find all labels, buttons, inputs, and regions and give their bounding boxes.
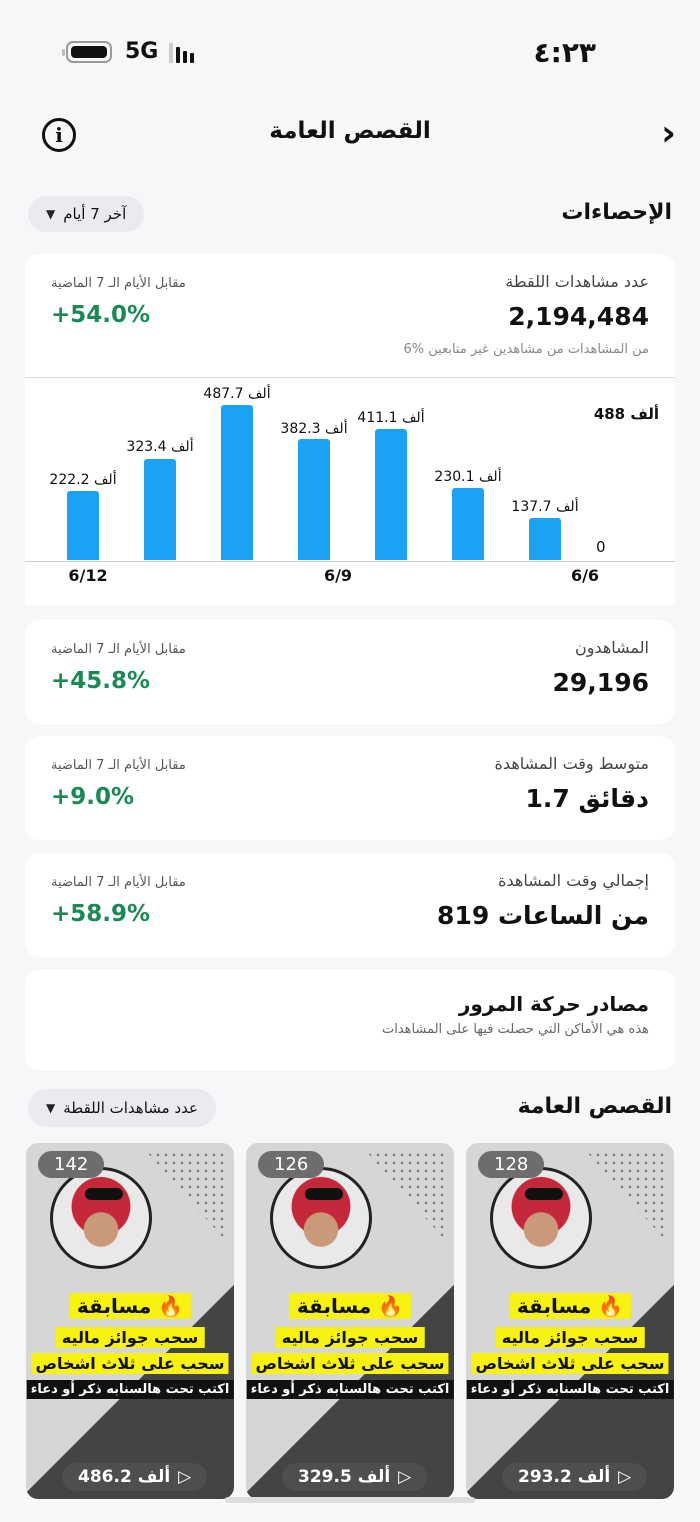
metric-value: 819 من الساعات — [437, 901, 649, 930]
info-icon[interactable]: i — [42, 118, 76, 152]
back-chevron-icon[interactable]: › — [661, 113, 676, 154]
views-badge: 329.5 ألف ▷ — [282, 1463, 428, 1491]
views-count: 329.5 ألف — [298, 1467, 391, 1487]
change-percent: +58.9% — [51, 901, 151, 927]
story-thumbnail[interactable]: 126 مسابقة 🔥 سحب جوائز ماليه سحب على ثلا… — [246, 1143, 454, 1499]
stories-grid: 142 مسابقة 🔥 سحب جوائز ماليه سحب على ثلا… — [0, 1143, 700, 1503]
play-icon: ▷ — [398, 1467, 412, 1487]
story-text: سحب جوائز ماليه — [55, 1327, 205, 1348]
change-percent: +45.8% — [51, 668, 151, 694]
x-tick: 6/9 — [323, 566, 353, 585]
clock: ٤:٢٣ — [533, 36, 596, 69]
compare-label: مقابل الأيام الـ 7 الماضية — [51, 276, 186, 291]
nav-bar: i القصص العامة › — [0, 110, 700, 160]
story-text: اكتب تحت هالسنابه ذكر أو دعاء — [466, 1380, 674, 1399]
chevron-down-icon: ▼ — [46, 207, 56, 221]
story-text: سحب جوائز ماليه — [275, 1327, 425, 1348]
sort-label: عدد مشاهدات اللقطة — [63, 1099, 198, 1117]
x-axis-line — [25, 561, 675, 562]
network-type: 5G — [125, 39, 159, 64]
story-count-badge: 126 — [258, 1151, 325, 1178]
story-text: مسابقة 🔥 — [68, 1293, 192, 1319]
bar-label: 222.2 ألف — [49, 472, 117, 488]
stats-heading: الإحصاءات — [561, 200, 672, 225]
bar-label: 137.7 ألف — [511, 499, 579, 515]
chart-bar[interactable] — [144, 459, 176, 560]
story-text: اكتب تحت هالسنابه ذكر أو دعاء — [26, 1380, 234, 1399]
bar-label: 411.1 ألف — [357, 410, 425, 426]
home-indicator[interactable] — [225, 1497, 475, 1503]
story-text: اكتب تحت هالسنابه ذكر أو دعاء — [246, 1380, 454, 1399]
status-bar: 5G ٤:٢٣ — [0, 36, 700, 72]
metric-label: متوسط وقت المشاهدة — [494, 754, 649, 773]
dot-pattern — [366, 1151, 446, 1241]
viewers-card[interactable]: المشاهدون 29,196 مقابل الأيام الـ 7 الما… — [25, 620, 675, 724]
metric-note: 6% من المشاهدات من مشاهدين غير متابعين — [403, 342, 650, 357]
views-bar-chart: 488 ألف 0 222.2 ألف 323.4 ألف 487.7 ألف … — [25, 377, 675, 605]
chart-bar[interactable] — [298, 439, 330, 560]
compare-label: مقابل الأيام الـ 7 الماضية — [51, 642, 186, 657]
metric-value: 1.7 دقائق — [525, 784, 649, 813]
signal-icon — [169, 41, 194, 63]
story-text: مسابقة 🔥 — [288, 1293, 412, 1319]
story-thumbnail[interactable]: 142 مسابقة 🔥 سحب جوائز ماليه سحب على ثلا… — [26, 1143, 234, 1499]
battery-icon — [62, 41, 112, 63]
chart-bar[interactable] — [452, 488, 484, 560]
change-percent: +54.0% — [51, 302, 151, 328]
story-text: سحب على ثلاث اشخاص — [251, 1353, 449, 1374]
chart-bar[interactable] — [529, 518, 561, 560]
y-max-label: 488 ألف — [593, 405, 659, 423]
story-text: سحب جوائز ماليه — [495, 1327, 645, 1348]
snap-views-card[interactable]: عدد مشاهدات اللقطة 2,194,484 6% من المشا… — [25, 254, 675, 377]
x-tick: 6/12 — [68, 566, 108, 585]
story-thumbnail[interactable]: 128 مسابقة 🔥 سحب جوائز ماليه سحب على ثلا… — [466, 1143, 674, 1499]
metric-label: المشاهدون — [574, 638, 649, 657]
story-text: سحب على ثلاث اشخاص — [471, 1353, 669, 1374]
change-percent: +9.0% — [51, 784, 135, 810]
play-icon: ▷ — [618, 1467, 632, 1487]
sort-dropdown[interactable]: ▼ عدد مشاهدات اللقطة — [28, 1089, 216, 1127]
views-count: 486.2 ألف — [78, 1467, 171, 1487]
traffic-subtitle: هذه هي الأماكن التي حصلت فيها على المشاه… — [381, 1022, 649, 1037]
metric-value: 2,194,484 — [508, 302, 649, 331]
story-text: مسابقة 🔥 — [508, 1293, 632, 1319]
date-range-dropdown[interactable]: ▼ آخر 7 أيام — [28, 196, 145, 232]
traffic-title: مصادر حركة المرور — [458, 992, 649, 1016]
stats-header: الإحصاءات ▼ آخر 7 أيام — [0, 196, 700, 236]
chevron-down-icon: ▼ — [46, 1101, 56, 1115]
page-title: القصص العامة — [269, 118, 431, 144]
story-text: سحب على ثلاث اشخاص — [31, 1353, 229, 1374]
metric-label: إجمالي وقت المشاهدة — [498, 871, 649, 890]
compare-label: مقابل الأيام الـ 7 الماضية — [51, 758, 186, 773]
views-badge: 293.2 ألف ▷ — [502, 1463, 648, 1491]
metric-label: عدد مشاهدات اللقطة — [505, 272, 649, 291]
bar-label: 487.7 ألف — [203, 386, 271, 402]
chart-bar[interactable] — [375, 429, 407, 560]
y-min-label: 0 — [596, 538, 606, 556]
date-range-label: آخر 7 أيام — [63, 205, 127, 223]
play-icon: ▷ — [178, 1467, 192, 1487]
bar-label: 382.3 ألف — [280, 421, 348, 437]
bar-label: 323.4 ألف — [126, 439, 194, 455]
stories-heading: القصص العامة — [517, 1094, 672, 1119]
dot-pattern — [586, 1151, 666, 1241]
story-count-badge: 142 — [38, 1151, 105, 1178]
traffic-sources-card[interactable]: مصادر حركة المرور هذه هي الأماكن التي حص… — [25, 970, 675, 1070]
story-count-badge: 128 — [478, 1151, 545, 1178]
compare-label: مقابل الأيام الـ 7 الماضية — [51, 875, 186, 890]
chart-bar[interactable] — [67, 491, 99, 560]
avg-watch-time-card[interactable]: متوسط وقت المشاهدة 1.7 دقائق مقابل الأيا… — [25, 736, 675, 840]
bar-label: 230.1 ألف — [434, 469, 502, 485]
dot-pattern — [146, 1151, 226, 1241]
avatar — [50, 1167, 152, 1269]
avatar — [270, 1167, 372, 1269]
stories-header: القصص العامة ▼ عدد مشاهدات اللقطة — [0, 1089, 700, 1129]
metric-value: 29,196 — [552, 668, 649, 697]
views-count: 293.2 ألف — [518, 1467, 611, 1487]
total-watch-time-card[interactable]: إجمالي وقت المشاهدة 819 من الساعات مقابل… — [25, 853, 675, 957]
chart-bar[interactable] — [221, 405, 253, 560]
avatar — [490, 1167, 592, 1269]
x-tick: 6/6 — [570, 566, 600, 585]
views-badge: 486.2 ألف ▷ — [62, 1463, 208, 1491]
